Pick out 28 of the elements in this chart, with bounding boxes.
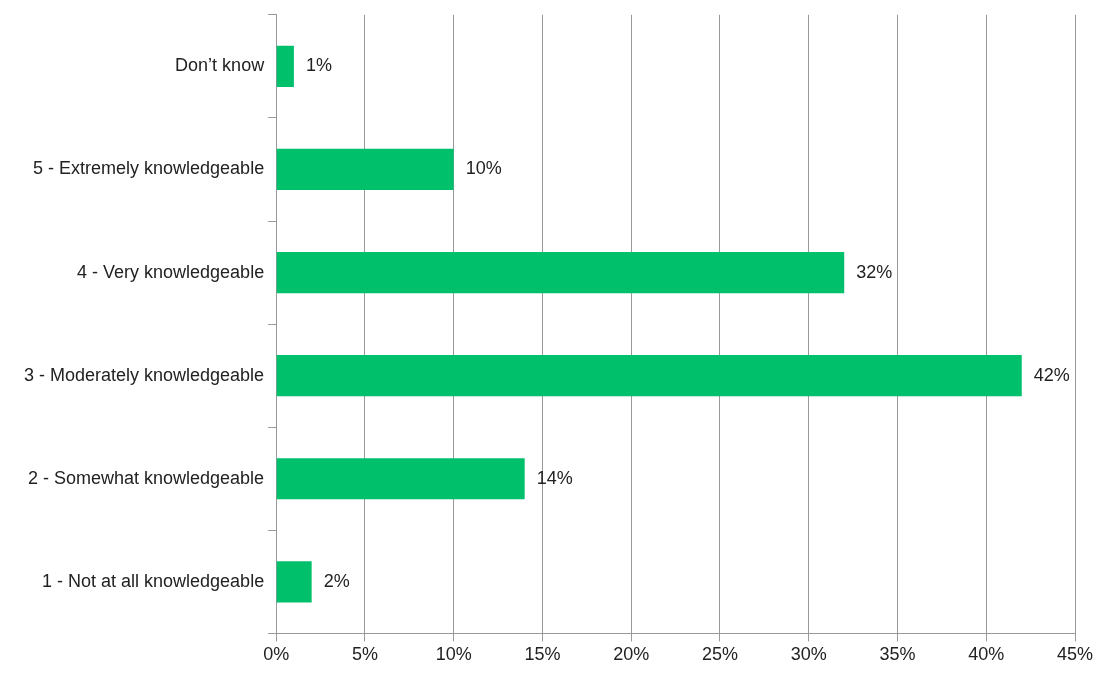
- x-tick-label: 30%: [790, 644, 827, 665]
- bar: [276, 458, 525, 500]
- data-label: 10%: [465, 158, 502, 179]
- y-tick-label: 2 - Somewhat knowledgeable: [27, 467, 265, 488]
- y-tick-label: 1 - Not at all knowledgeable: [42, 570, 265, 591]
- data-label: 1%: [305, 55, 332, 76]
- y-tick-label: 3 - Moderately knowledgeable: [23, 364, 265, 385]
- x-tick-label: 45%: [1056, 644, 1094, 665]
- bar: [276, 561, 312, 603]
- bar: [276, 355, 1022, 397]
- data-label: 32%: [856, 261, 893, 282]
- bar: [276, 251, 845, 294]
- x-tick-label: 10%: [435, 644, 472, 665]
- x-tick-label: 40%: [968, 644, 1005, 665]
- x-tick-label: 25%: [701, 644, 738, 665]
- y-tick-label: 5 - Extremely knowledgeable: [33, 158, 265, 179]
- x-tick-label: 35%: [879, 644, 916, 665]
- bar: [276, 45, 294, 87]
- y-tick-label: Don’t know: [175, 55, 266, 76]
- x-tick-label: 20%: [613, 644, 650, 665]
- bar: [276, 148, 454, 191]
- data-label: 14%: [536, 467, 573, 488]
- x-tick-label: 0%: [263, 644, 290, 665]
- data-label: 2%: [323, 570, 350, 591]
- x-tick-label: 5%: [351, 644, 378, 665]
- x-tick-label: 15%: [524, 644, 561, 665]
- data-label: 42%: [1033, 364, 1070, 385]
- y-tick-label: 4 - Very knowledgeable: [77, 261, 265, 282]
